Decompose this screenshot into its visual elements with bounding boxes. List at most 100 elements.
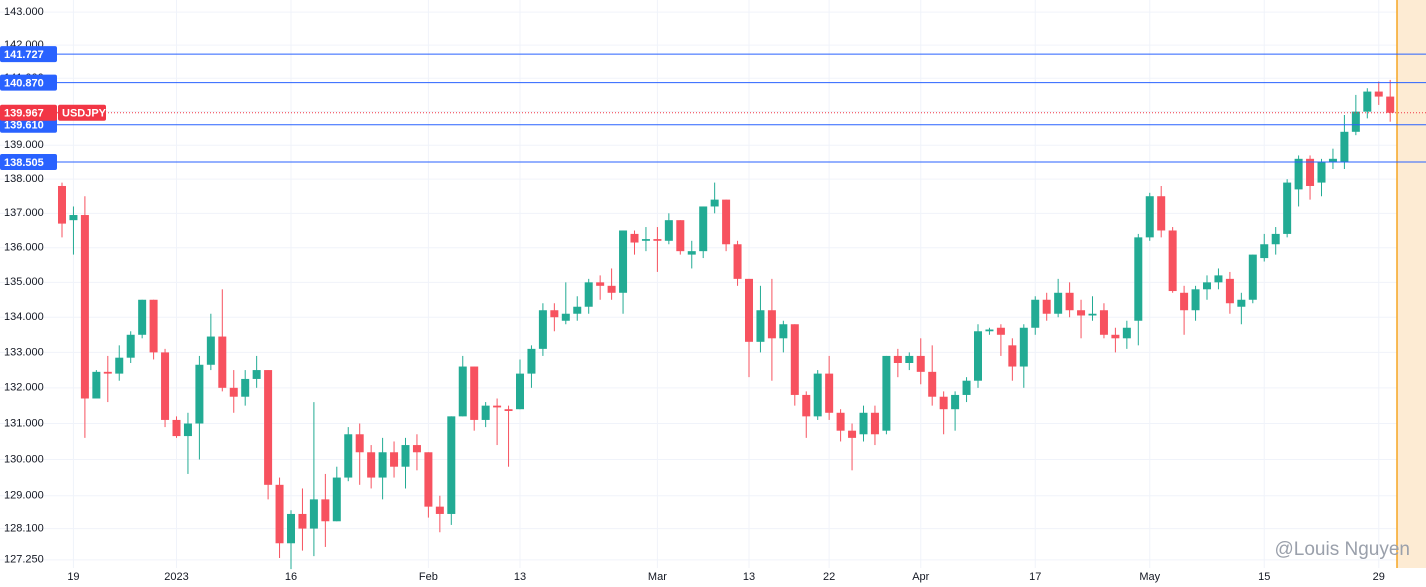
candle-body [687,251,696,255]
candle-body [309,499,318,529]
candle-body [974,331,982,381]
candle-body [985,329,994,332]
candle-body [115,357,124,374]
candle-body [836,412,845,431]
candle-body [1271,233,1280,245]
candle-body [1042,299,1051,314]
candle-body [378,452,387,478]
level-label: 140.870 [4,77,44,89]
candle-body [344,434,353,478]
candle-body [928,371,937,397]
candle-body [1168,230,1177,292]
candle-body [527,348,536,374]
candle-body [149,299,158,353]
candle-body [195,364,204,424]
candle-body [1008,345,1017,367]
candle-body [103,371,112,374]
candle-body [161,352,170,420]
candle-body [710,199,719,207]
candle-body [550,310,559,318]
price-box [0,104,57,121]
candle-body [241,378,250,397]
candle-body [126,334,135,358]
candle-body [412,445,421,453]
x-tick-label: 22 [823,571,835,583]
candle-body [756,310,765,342]
x-tick-label: 13 [514,571,526,583]
candle-body [1122,327,1131,339]
candle-body [206,336,215,365]
x-tick-label: 19 [67,571,79,583]
candle-body [1214,275,1223,283]
candle-body [367,452,376,478]
x-tick-label: Mar [648,571,667,583]
candle-body [80,215,89,399]
overlay: 19 2023 16 Feb 13 Mar 13 22 Apr 17 May 15 29 143.000 1… [0,6,1426,583]
candle-body [1077,310,1086,316]
candle-body [1283,182,1292,234]
candle-body [1054,292,1063,314]
candle-body [676,220,685,252]
candle-body [275,484,284,544]
y-tick-label: 143.000 [4,6,44,18]
candle-body [745,278,753,342]
candle-body [493,405,502,408]
candle-body [905,355,914,363]
y-tick-label: 128.100 [4,522,44,534]
candle-body [1306,158,1315,186]
symbol-label: USDJPY [62,108,107,120]
candle-body [401,445,410,467]
candle-body [882,355,891,431]
candle-body [1065,292,1074,311]
y-tick-label: 136.000 [4,242,44,254]
level-label: 141.727 [4,49,44,61]
x-tick-label: Apr [912,571,929,583]
candle-body [1248,254,1257,300]
candles [58,79,1395,570]
candle-body [1191,289,1200,311]
candle-body [390,452,399,467]
candle-body [58,185,66,224]
candle-body [664,220,673,241]
candle-body [607,285,616,293]
candle-body [1134,237,1143,321]
candle-body [939,396,948,410]
y-tick-label: 129.000 [4,490,44,502]
x-tick-label: 17 [1029,571,1041,583]
candle-body [561,313,570,321]
candle-body [1260,244,1269,259]
candle-body [264,370,273,485]
candle-body [1157,196,1166,231]
candle-body [996,327,1005,335]
y-tick-label: 139.000 [4,139,44,151]
candle-body [481,405,490,420]
y-tick-label: 132.000 [4,382,44,394]
candle-body [538,310,547,349]
x-tick-label: 13 [743,571,755,583]
y-tick-label: 137.000 [4,207,44,219]
candle-body [813,373,822,417]
candle-body [1225,278,1234,304]
price-label: 139.967 [4,108,44,120]
candle-body [722,199,731,245]
candle-body [1203,282,1211,290]
y-tick-label: 133.000 [4,346,44,358]
candle-body [1145,196,1154,238]
candle-body [1340,131,1349,163]
level-box [0,46,57,63]
candle-body [870,412,879,435]
candle-body [218,336,227,388]
candle-body [825,373,834,413]
candle-body [516,373,524,410]
candle-body [1111,334,1120,339]
candle-body [859,412,868,435]
candle-body [1031,299,1040,328]
candle-body [332,477,341,522]
y-tick-label: 135.000 [4,276,44,288]
candle-body [630,233,639,243]
level-box [0,154,57,171]
candle-body [504,409,513,411]
candle-body [1317,162,1326,183]
candle-body [1180,292,1189,311]
